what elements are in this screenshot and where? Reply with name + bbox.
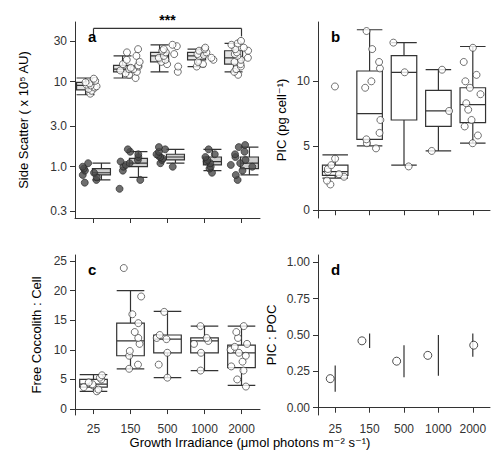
svg-text:150: 150 bbox=[360, 422, 380, 436]
svg-text:20: 20 bbox=[54, 284, 68, 298]
svg-text:d: d bbox=[331, 261, 340, 278]
svg-text:1.00: 1.00 bbox=[287, 255, 311, 269]
svg-text:5: 5 bbox=[60, 372, 67, 386]
svg-text:2000: 2000 bbox=[459, 422, 486, 436]
svg-text:PIC : POC: PIC : POC bbox=[264, 305, 279, 366]
svg-text:500: 500 bbox=[394, 422, 414, 436]
svg-text:Free Coccolith : Cell: Free Coccolith : Cell bbox=[29, 276, 44, 393]
svg-text:0: 0 bbox=[60, 402, 67, 416]
svg-text:10: 10 bbox=[54, 343, 68, 357]
svg-text:10: 10 bbox=[54, 75, 68, 89]
svg-text:25: 25 bbox=[329, 422, 343, 436]
svg-text:25: 25 bbox=[87, 422, 101, 436]
svg-text:2000: 2000 bbox=[228, 422, 255, 436]
svg-text:b: b bbox=[331, 28, 340, 45]
svg-text:1000: 1000 bbox=[191, 422, 218, 436]
svg-text:0.00: 0.00 bbox=[287, 401, 311, 415]
svg-text:PIC (pg cell⁻¹): PIC (pg cell⁻¹) bbox=[274, 79, 289, 162]
svg-text:Side Scatter ( x 10⁵ AU): Side Scatter ( x 10⁵ AU) bbox=[16, 51, 31, 189]
svg-text:500: 500 bbox=[157, 422, 177, 436]
svg-text:0.3: 0.3 bbox=[50, 204, 67, 218]
svg-text:0.50: 0.50 bbox=[287, 328, 311, 342]
svg-text:10: 10 bbox=[297, 74, 311, 88]
svg-text:150: 150 bbox=[120, 422, 140, 436]
svg-text:5: 5 bbox=[303, 139, 310, 153]
svg-text:Growth Irradiance (μmol photon: Growth Irradiance (μmol photons m⁻² s⁻¹) bbox=[130, 435, 371, 450]
svg-text:15: 15 bbox=[54, 313, 68, 327]
svg-text:0.75: 0.75 bbox=[287, 292, 311, 306]
svg-text:0: 0 bbox=[303, 203, 310, 217]
svg-text:a: a bbox=[88, 28, 97, 45]
svg-text:25: 25 bbox=[54, 254, 68, 268]
svg-text:0.25: 0.25 bbox=[287, 364, 311, 378]
svg-text:***: *** bbox=[159, 12, 176, 28]
svg-text:30: 30 bbox=[54, 34, 68, 48]
svg-text:1.0: 1.0 bbox=[50, 160, 67, 174]
svg-text:c: c bbox=[88, 261, 96, 278]
svg-text:1000: 1000 bbox=[425, 422, 452, 436]
svg-text:3.0: 3.0 bbox=[50, 119, 67, 133]
